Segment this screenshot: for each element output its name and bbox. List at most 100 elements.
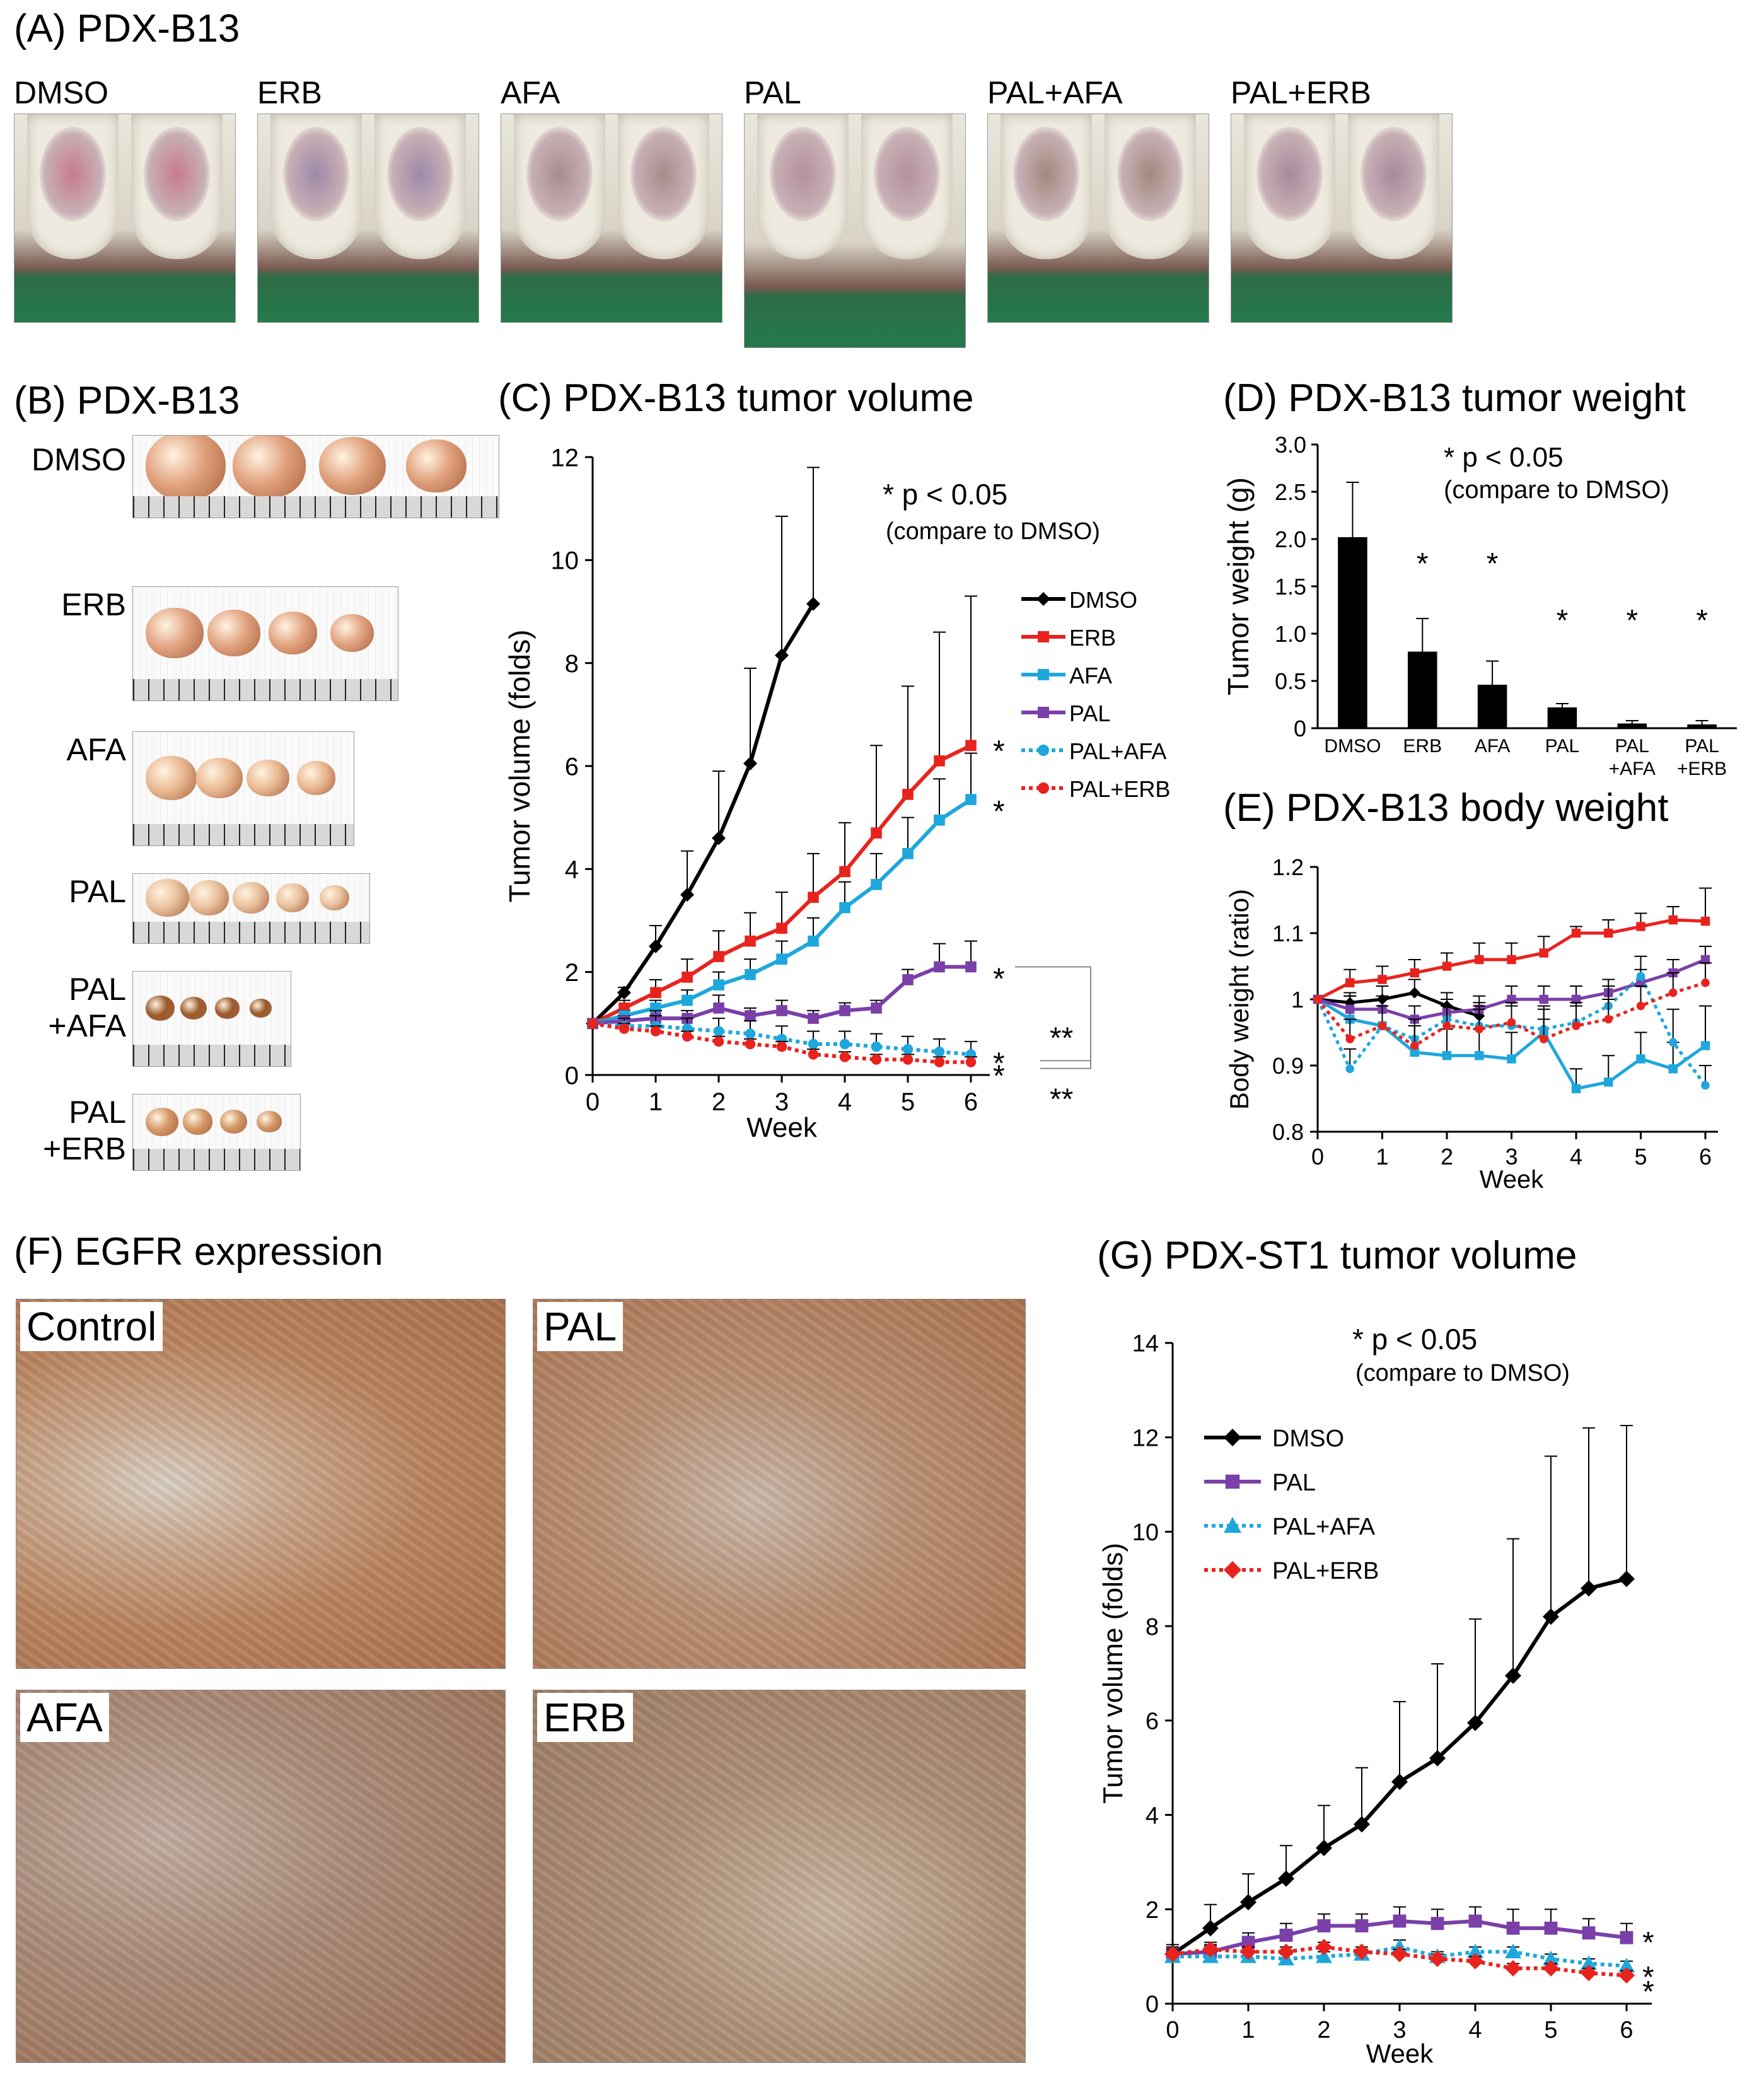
sig-star-erb: * — [993, 735, 1005, 768]
marker-pal — [1317, 1919, 1331, 1932]
y-axis-label: Tumor volume (folds) — [1098, 1543, 1129, 1804]
marker-erb — [713, 951, 724, 962]
x-tick-label: 6 — [964, 1088, 978, 1116]
ihc-image-control: Control — [16, 1299, 506, 1669]
marker-pal-erb — [1475, 1025, 1483, 1033]
chart-c-annotation-1: * p < 0.05 — [883, 478, 1007, 511]
y-tick-label: 0 — [1294, 716, 1306, 741]
marker-pal-erb — [1240, 1943, 1256, 1960]
x-tick-label: 6 — [1699, 1144, 1712, 1170]
tumor-photo-afa — [132, 731, 354, 846]
tumor-sample — [146, 608, 204, 658]
marker-pal-erb — [1467, 1953, 1483, 1970]
marker-afa — [808, 935, 819, 947]
marker-pal — [1393, 1914, 1407, 1928]
tumor-photo-pal-erb — [132, 1094, 301, 1171]
panel-a-title: (A) PDX-B13 — [14, 7, 240, 50]
y-tick-label: 6 — [1146, 1709, 1159, 1735]
marker-dmso — [775, 648, 789, 663]
marker-dmso — [1543, 1608, 1559, 1625]
marker-erb — [839, 866, 850, 878]
marker-pal-erb — [587, 1018, 598, 1029]
marker-dmso — [743, 756, 757, 770]
marker-pal — [1241, 1936, 1255, 1949]
marker-pal-erb — [682, 1031, 693, 1042]
x-tick-label: 5 — [1634, 1144, 1647, 1170]
tumor-sample — [215, 997, 240, 1019]
marker-afa — [1410, 1047, 1419, 1057]
marker-pal — [1355, 1919, 1369, 1932]
legend-marker-dmso — [1224, 1429, 1241, 1446]
y-tick-label: 4 — [1146, 1803, 1159, 1829]
x-tick-label: 6 — [1620, 2017, 1633, 2043]
marker-pal-afa — [902, 1043, 914, 1055]
y-tick-label: 10 — [551, 547, 579, 575]
sig-star-pal: * — [1642, 1926, 1654, 1960]
marker-pal-afa — [871, 1041, 882, 1052]
sig-bracket-lower-label: ** — [1050, 1083, 1073, 1117]
y-tick-label: 1 — [1291, 987, 1304, 1013]
chart-title: (C) PDX-B13 tumor volume — [498, 376, 974, 420]
marker-pal-erb — [1604, 1014, 1613, 1024]
tumor-spot — [630, 127, 697, 221]
marker-pal — [1345, 1004, 1355, 1014]
y-tick-label: 1.0 — [1275, 621, 1306, 647]
sig-bracket-upper-label: ** — [1050, 1021, 1073, 1055]
bar-pal-afa — [1617, 723, 1647, 728]
x-tick-label: 2 — [1441, 1144, 1453, 1170]
y-tick-label: 2.0 — [1275, 526, 1306, 552]
marker-dmso — [1408, 987, 1420, 999]
marker-pal-afa — [808, 1038, 819, 1050]
chart-title: (E) PDX-B13 body weight — [1223, 786, 1668, 830]
marker-pal-erb — [1543, 1960, 1559, 1977]
tumor-photo-erb — [132, 586, 398, 701]
marker-pal-afa — [745, 1028, 756, 1039]
marker-erb — [1378, 975, 1387, 984]
panel-b-label-afa: AFA — [66, 732, 126, 767]
marker-afa — [713, 979, 724, 990]
marker-pal-erb — [808, 1049, 819, 1060]
tumor-sample — [189, 880, 229, 915]
marker-dmso — [712, 831, 726, 845]
marker-dmso — [1581, 1580, 1597, 1597]
marker-erb — [1604, 928, 1613, 938]
x-tick-label: 0 — [586, 1088, 600, 1116]
marker-pal — [1539, 994, 1548, 1004]
tumor-spot — [1256, 127, 1323, 221]
x-tick-label-pal-erb: +ERB — [1677, 758, 1727, 775]
legend-label-pal-afa: PAL+AFA — [1272, 1514, 1376, 1540]
chart-title: (D) PDX-B13 tumor weight — [1223, 376, 1686, 420]
x-tick-label: 2 — [1317, 2017, 1330, 2043]
x-tick-label-pal-afa: PAL — [1615, 736, 1649, 757]
marker-afa — [965, 794, 977, 805]
marker-pal-afa — [1669, 1038, 1678, 1047]
marker-pal-erb — [934, 1057, 945, 1067]
y-tick-label: 8 — [1146, 1614, 1159, 1641]
tumor-spot — [40, 127, 106, 221]
marker-pal — [965, 961, 977, 973]
legend-marker-pal-afa — [1224, 1517, 1241, 1533]
marker-pal-erb — [1442, 1021, 1451, 1030]
marker-pal — [1700, 955, 1710, 965]
bar-dmso — [1338, 537, 1367, 728]
tumor-sample — [196, 757, 243, 799]
sig-star-pal-afa: * — [1642, 1961, 1654, 1994]
x-axis-label: Week — [746, 1112, 818, 1143]
marker-dmso — [1505, 1667, 1521, 1684]
tumor-sample — [257, 1110, 282, 1133]
marker-pal — [713, 1002, 724, 1014]
x-tick-label: 1 — [1376, 1144, 1388, 1170]
y-axis-label: Tumor volume (folds) — [503, 630, 536, 903]
marker-erb — [965, 740, 977, 752]
marker-dmso — [1354, 1816, 1370, 1833]
ruler — [133, 496, 499, 518]
y-tick-label: 12 — [551, 444, 579, 472]
tumor-sample — [330, 613, 374, 653]
marker-erb — [1571, 928, 1581, 938]
marker-pal-erb — [1572, 1021, 1581, 1030]
y-tick-label: 12 — [1132, 1425, 1159, 1451]
legend-label-pal-erb: PAL+ERB — [1069, 776, 1170, 802]
marker-erb — [1475, 955, 1484, 965]
chart-d-tumor-weight: (D) PDX-B13 tumor weight 0 0.5 1.0 1.5 2.0 2.5… — [1222, 376, 1737, 775]
marker-pal-erb — [1316, 1939, 1332, 1956]
